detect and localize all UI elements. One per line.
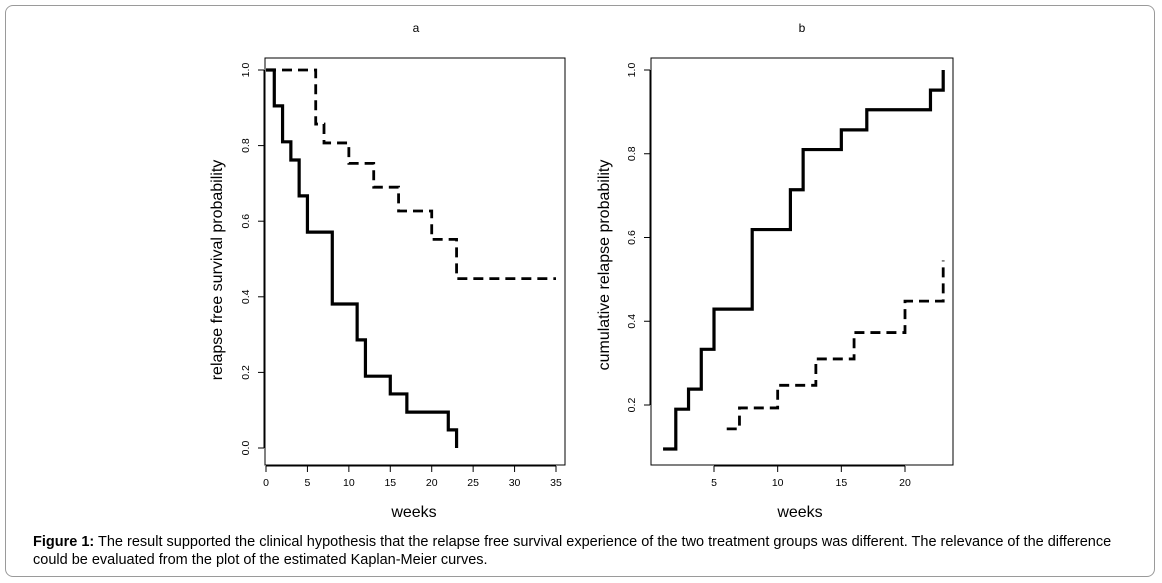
panel-a-axes: 0 5 10 15 20 25 30 35 0.0 0.2 0.4 0.6 0.8 1.0 [240,57,566,489]
y-tick-label: 0.6 [240,214,252,229]
y-tick-label: 0.8 [626,146,638,161]
x-tick-label: 10 [343,477,355,489]
y-tick-label: 0.2 [626,398,638,413]
x-tick-label: 0 [263,477,269,489]
x-tick-label: 20 [899,477,911,489]
dashed-curve [266,68,556,281]
panel-a: a weeks relapse free survival probabilit… [209,21,566,521]
x-tick-label: 25 [467,477,479,489]
panel-b: b weeks cumulative relapse probability 5… [596,21,954,521]
x-tick-label: 10 [772,477,784,489]
plot-box [650,57,954,466]
x-tick-label: 30 [509,477,521,489]
panel-a-ylabel: relapse free survival probability [209,160,226,381]
x-tick-label: 15 [835,477,847,489]
y-tick-label: 1.0 [240,63,252,78]
figure-caption: Figure 1: The result supported the clini… [33,533,1133,569]
x-tick-label: 5 [711,477,717,489]
y-tick-label: 0.4 [626,314,638,329]
y-tick-label: 0.8 [240,138,252,153]
y-tick-label: 0.2 [240,365,252,380]
y-tick-label: 1.0 [626,63,638,78]
dashed-curve [726,260,945,431]
y-tick-label: 0.6 [626,230,638,245]
panel-b-ylabel: cumulative relapse probability [596,160,613,371]
x-tick-label: 5 [305,477,311,489]
y-tick-label: 0.4 [240,289,252,304]
plot-box [264,57,566,466]
figure-frame [5,5,1155,577]
panel-b-curves [663,70,945,451]
y-tick-label: 0.0 [240,441,252,456]
caption-label: Figure 1: [33,534,95,550]
x-tick-label: 15 [384,477,396,489]
panel-a-label: a [413,21,420,35]
x-tick-label: 20 [426,477,438,489]
caption-text: The result supported the clinical hypoth… [33,534,1112,568]
panel-a-xlabel: weeks [390,504,436,521]
panel-b-axes: 5 10 15 20 0.2 0.4 0.6 0.8 1.0 [626,57,954,489]
panel-a-curves [266,68,556,448]
panel-b-xlabel: weeks [776,504,822,521]
solid-curve [266,68,459,448]
panel-b-label: b [799,21,806,35]
solid-curve [663,70,945,451]
x-tick-label: 35 [550,477,562,489]
